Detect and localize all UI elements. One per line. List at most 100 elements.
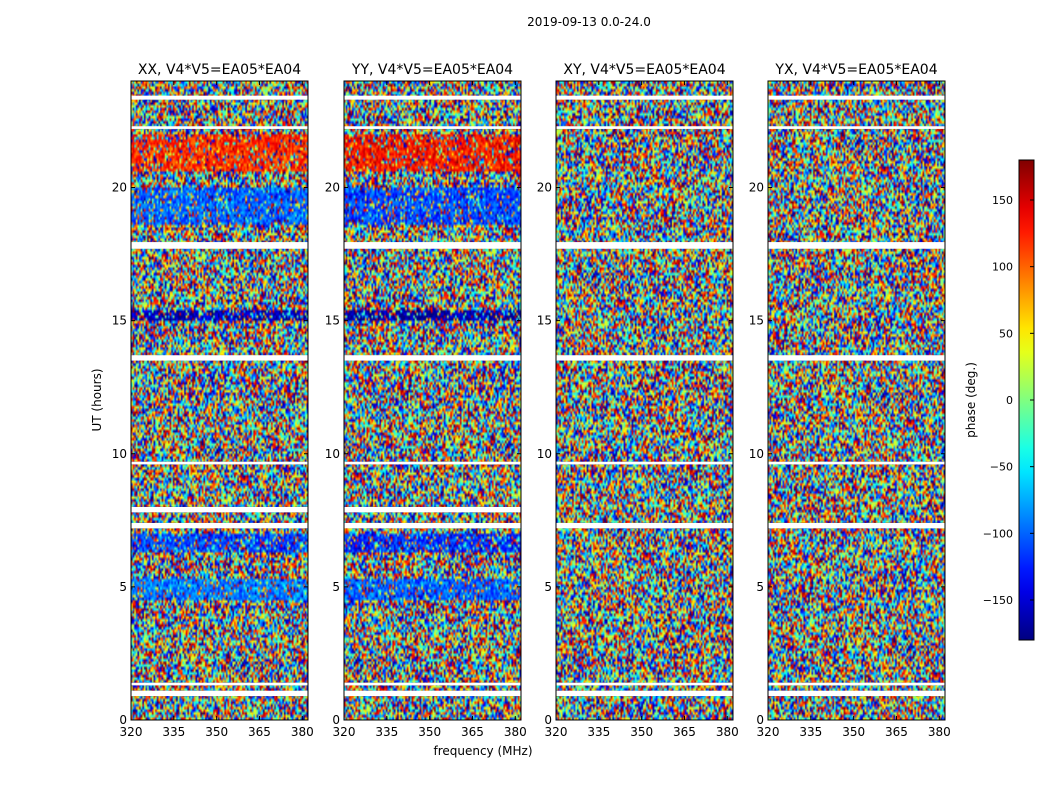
y-tick-label: 10 [112,447,127,461]
flagged-band [556,242,733,249]
colorbar: 150 100 50 0 −50 −100 −150 [983,159,1035,641]
x-tick-label: 380 [504,725,527,739]
flagged-band [556,355,733,361]
figure-suptitle: 2019-09-13 0.0-24.0 [527,15,651,29]
flagged-band [768,126,945,129]
flagged-band [131,126,308,129]
heatmap-image [344,81,521,720]
y-tick-label: 0 [119,713,127,727]
x-tick-label: 380 [291,725,314,739]
x-tick-label: 320 [120,725,143,739]
panel-1: YY, V4*V5=EA05*EA04 320 335 350 365 380 0 5 10 15… [325,62,527,739]
flagged-band [768,522,945,529]
y-tick-label: 15 [537,314,552,328]
x-tick-label: 365 [248,725,271,739]
flagged-band [131,690,308,697]
flagged-band [556,682,733,686]
panel-2: XY, V4*V5=EA05*EA04 320 335 350 365 380 0 5 10 15… [537,62,739,739]
x-tick-label: 350 [205,725,228,739]
x-tick-label: 380 [716,725,739,739]
colorbar-tick-label: −50 [990,461,1013,474]
y-tick-label: 10 [325,447,340,461]
plot-frame [555,80,734,721]
panel-3: YX, V4*V5=EA05*EA04 320 335 350 365 380 0 5 10 15… [749,62,951,739]
flagged-band [131,522,308,529]
x-tick-label: 380 [928,725,951,739]
x-tick-label: 350 [418,725,441,739]
plot-frame [343,80,522,721]
y-tick-label: 15 [749,314,764,328]
flagged-band [556,126,733,129]
colorbar-label: phase (deg.) [964,362,978,438]
plot-frame [130,80,309,721]
x-tick-label: 365 [673,725,696,739]
flagged-band [344,126,521,129]
flagged-band [768,690,945,697]
flagged-band [344,95,521,100]
colorbar-tick-label: 0 [1006,394,1013,407]
x-tick-label: 350 [842,725,865,739]
y-tick-label: 10 [537,447,552,461]
x-tick-label: 350 [630,725,653,739]
x-tick-label: 320 [545,725,568,739]
y-tick-label: 15 [325,314,340,328]
flagged-band [768,95,945,100]
y-tick-label: 5 [119,580,127,594]
flagged-band [131,242,308,249]
x-tick-label: 320 [333,725,356,739]
panel-title: YY, V4*V5=EA05*EA04 [351,62,513,78]
flagged-band [344,522,521,529]
panel-title: YX, V4*V5=EA05*EA04 [774,62,937,78]
x-tick-label: 335 [375,725,398,739]
x-tick-label: 335 [162,725,185,739]
y-tick-label: 0 [544,713,552,727]
flagged-band [344,682,521,686]
y-tick-label: 20 [112,181,127,195]
flagged-band [344,461,521,465]
plot-frame [767,80,946,721]
flagged-band [768,461,945,465]
y-tick-label: 0 [332,713,340,727]
flagged-band [768,355,945,361]
x-tick-label: 335 [799,725,822,739]
flagged-band [131,95,308,100]
flagged-band [556,522,733,529]
flagged-band [344,690,521,697]
colorbar-tick-label: 150 [992,194,1013,207]
y-tick-label: 10 [749,447,764,461]
heatmap-image [556,81,733,720]
flagged-band [344,242,521,249]
flagged-band [131,507,308,513]
y-tick-label: 5 [544,580,552,594]
flagged-band [131,682,308,686]
y-tick-label: 5 [332,580,340,594]
flagged-band [344,355,521,361]
y-tick-label: 5 [756,580,764,594]
colorbar-tick-label: 100 [992,261,1013,274]
y-tick-label: 20 [325,181,340,195]
flagged-band [131,461,308,465]
x-tick-label: 335 [587,725,610,739]
panel-title: XY, V4*V5=EA05*EA04 [563,62,725,78]
y-tick-label: 0 [756,713,764,727]
colorbar-tick-label: −100 [983,527,1013,540]
y-tick-label: 15 [112,314,127,328]
y-axis-label: UT (hours) [90,368,104,431]
panel-title: XX, V4*V5=EA05*EA04 [138,62,301,78]
flagged-band [556,690,733,697]
flagged-band [768,682,945,686]
x-tick-label: 365 [885,725,908,739]
y-tick-label: 20 [749,181,764,195]
x-tick-label: 320 [757,725,780,739]
y-tick-label: 20 [537,181,552,195]
panel-0: XX, V4*V5=EA05*EA04 320 335 350 365 380 0 5 10 15… [112,62,314,739]
x-axis-label: frequency (MHz) [433,744,532,758]
flagged-band [131,355,308,361]
panels: XX, V4*V5=EA05*EA04 320 335 350 365 380 0 5 10 15… [112,62,951,739]
colorbar-tick-label: −150 [983,594,1013,607]
flagged-band [768,242,945,249]
heatmap-image [131,81,308,720]
flagged-band [344,507,521,513]
heatmap-image [768,81,945,720]
